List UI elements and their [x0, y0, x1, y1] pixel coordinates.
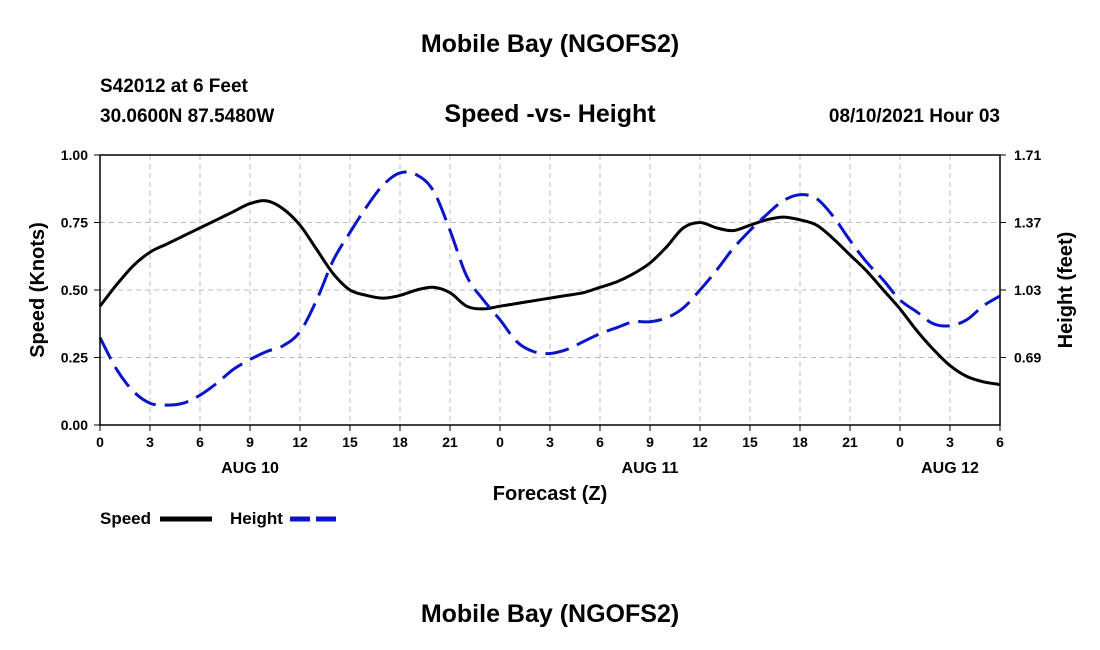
- axis-ticks: 0 3 6 9 12 15 18 21 0 3 6 9 12 15 18 21 0 3 6 AUG 10 AUG 11 A…: [61, 147, 1042, 477]
- x-tick-label: 3: [546, 434, 554, 450]
- y-tick-label: 0.75: [61, 215, 88, 231]
- x-tick-label: 12: [292, 434, 308, 450]
- date-label: AUG 11: [622, 460, 679, 477]
- station-label: S42012 at 6 Feet: [100, 76, 248, 97]
- chart-title: Speed -vs- Height: [444, 100, 656, 128]
- x-tick-label: 15: [742, 434, 758, 450]
- x-axis-label: Forecast (Z): [493, 483, 607, 505]
- y2-tick-label: 0.69: [1014, 350, 1041, 366]
- x-tick-label: 3: [946, 434, 954, 450]
- x-tick-label: 6: [196, 434, 204, 450]
- series-line-speed: [98, 199, 1001, 386]
- page-title: Mobile Bay (NGOFS2): [420, 30, 680, 58]
- legend-speed-label: Speed: [100, 509, 152, 528]
- legend-height-label: Height: [230, 509, 283, 528]
- chart-grid: [100, 155, 1000, 425]
- date-label: AUG 10: [221, 460, 279, 477]
- y-tick-label: 0.50: [61, 282, 88, 298]
- x-tick-label: 3: [146, 434, 154, 450]
- coordinates-label: 30.0600N 87.5480W: [100, 106, 275, 127]
- y-tick-label: 0.00: [61, 417, 88, 433]
- series-layer: [98, 170, 1001, 407]
- x-tick-label: 21: [842, 434, 858, 450]
- x-tick-label: 15: [342, 434, 358, 450]
- x-tick-label: 0: [496, 434, 504, 450]
- footer-title: Mobile Bay (NGOFS2): [420, 600, 680, 628]
- x-tick-label: 6: [596, 434, 604, 450]
- x-tick-label: 18: [392, 434, 408, 450]
- y-tick-label: 1.00: [61, 147, 88, 163]
- x-tick-label: 9: [646, 434, 654, 450]
- series-line-height: [98, 170, 1001, 407]
- y2-tick-label: 1.37: [1014, 215, 1041, 231]
- y2-axis-label: Height (feet): [1055, 232, 1077, 349]
- datetime-label: 08/10/2021 Hour 03: [828, 106, 1000, 127]
- y2-tick-label: 1.03: [1014, 282, 1041, 298]
- x-tick-label: 9: [246, 434, 254, 450]
- x-tick-label: 12: [692, 434, 708, 450]
- x-tick-label: 18: [792, 434, 808, 450]
- x-tick-label: 6: [996, 434, 1004, 450]
- date-label: AUG 12: [921, 460, 979, 477]
- y-axis-label: Speed (Knots): [27, 222, 49, 358]
- x-tick-label: 0: [96, 434, 104, 450]
- y-tick-label: 0.25: [61, 350, 88, 366]
- x-tick-label: 21: [442, 434, 458, 450]
- y2-tick-label: 1.71: [1014, 147, 1041, 163]
- x-tick-label: 0: [896, 434, 904, 450]
